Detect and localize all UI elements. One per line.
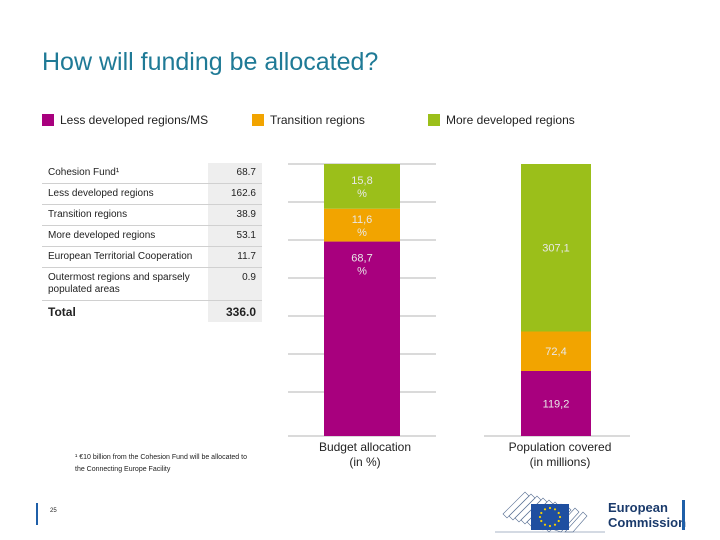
- logo-text-line1: European: [608, 500, 668, 515]
- bar-budget-more-developed: [324, 164, 400, 209]
- table-row: Transition regions 38.9: [42, 204, 262, 226]
- stacked-bar-charts: 68,7 % 11,6 % 15,8 % 119,2 72,4 307,1: [288, 163, 630, 437]
- legend-item-less-developed: Less developed regions/MS: [42, 113, 208, 127]
- legend-swatch-transition: [252, 114, 264, 126]
- bar-population-transition: [521, 331, 591, 371]
- logo-text: European Commission: [608, 500, 686, 530]
- data-label-population-transition: 72,4: [545, 346, 566, 358]
- data-label-population-more-developed: 307,1: [542, 243, 570, 255]
- x-category-label-line2: (in millions): [529, 455, 591, 469]
- table-row: More developed regions 53.1: [42, 225, 262, 247]
- page-title: How will funding be allocated?: [42, 48, 379, 76]
- table-row-value: 68.7: [208, 163, 262, 184]
- legend-item-more-developed: More developed regions: [428, 113, 575, 127]
- table-row-value: 11.7: [208, 246, 262, 268]
- x-category-label-population: Population covered (in millions): [490, 440, 630, 470]
- bar-budget-transition: [324, 208, 400, 242]
- table-row: Less developed regions 162.6: [42, 183, 262, 205]
- legend-swatch-less-developed: [42, 114, 54, 126]
- x-category-label-line1: Budget allocation: [318, 440, 412, 454]
- table-row: Outermost regions and sparsely populated…: [42, 267, 262, 301]
- table-row-value: 53.1: [208, 225, 262, 247]
- table-row-label: More developed regions: [42, 225, 208, 247]
- funding-table: Cohesion Fund¹ 68.7 Less developed regio…: [42, 163, 262, 322]
- legend-item-transition: Transition regions: [252, 113, 365, 127]
- data-label-budget-more-developed: 15,8%: [351, 175, 372, 200]
- legend-label-more-developed: More developed regions: [446, 113, 575, 127]
- footnote: ¹ €10 billion from the Cohesion Fund wil…: [75, 454, 247, 473]
- table-row-value: 162.6: [208, 183, 262, 205]
- data-label-population-less-developed: 119,2: [543, 398, 570, 410]
- european-commission-logo: [495, 491, 605, 533]
- x-category-label-line2: (in %): [349, 455, 381, 469]
- table-row-label: Cohesion Fund¹: [42, 163, 208, 184]
- data-label-budget-less-developed: 68,7%: [351, 253, 372, 278]
- table-row: European Territorial Cooperation 11.7: [42, 246, 262, 268]
- logo-divider-bar: [682, 500, 685, 530]
- legend-label-less-developed: Less developed regions/MS: [60, 113, 209, 127]
- table-row-label: Less developed regions: [42, 183, 208, 205]
- table-row-value: 38.9: [208, 204, 262, 226]
- page-number: 25: [50, 508, 57, 514]
- table-row-label: Transition regions: [42, 204, 208, 226]
- bar-budget-less-developed: [324, 241, 400, 436]
- table-total-label: Total: [48, 305, 76, 319]
- table-total-value: 336.0: [208, 300, 262, 322]
- table-total-row: Total 336.0: [42, 300, 262, 322]
- page-number-bar: [36, 503, 38, 525]
- x-category-label-line1: Population covered: [508, 440, 612, 454]
- table-row-label: European Territorial Cooperation: [42, 246, 208, 268]
- table-row-value: 0.9: [208, 267, 262, 301]
- data-label-budget-transition: 11,6%: [352, 214, 373, 239]
- chart-legend: Less developed regions/MS Transition reg…: [0, 113, 720, 129]
- x-category-label-budget: Budget allocation (in %): [300, 440, 430, 470]
- table-row-label: Outermost regions and sparsely populated…: [42, 267, 208, 301]
- legend-swatch-more-developed: [428, 114, 440, 126]
- legend-label-transition: Transition regions: [270, 113, 365, 127]
- bar-population-less-developed: [521, 370, 591, 436]
- table-row: Cohesion Fund¹ 68.7: [42, 163, 262, 184]
- bar-population-more-developed: [521, 164, 591, 332]
- logo-text-line2: Commission: [608, 515, 687, 530]
